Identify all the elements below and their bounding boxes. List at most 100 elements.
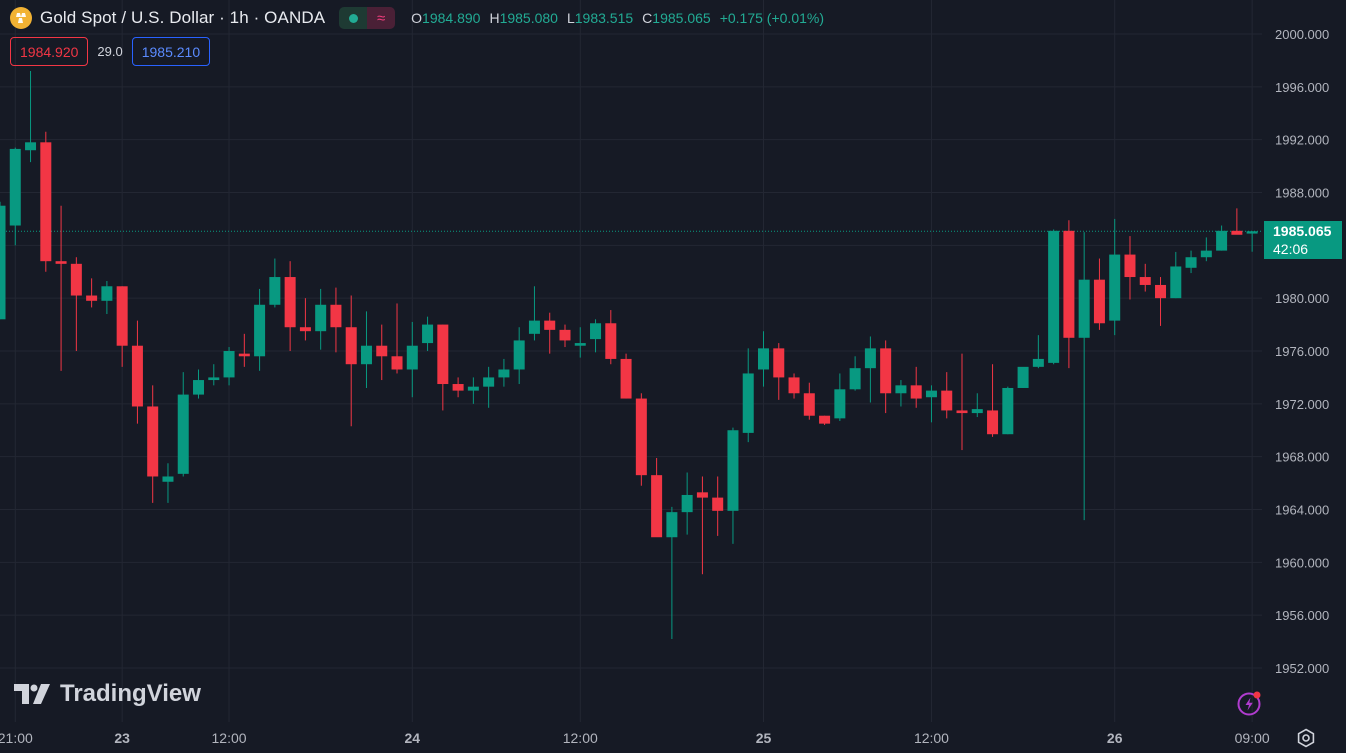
candle-body[interactable] (1139, 277, 1151, 285)
candle-body[interactable] (391, 356, 403, 370)
y-tick-label: 1968.000 (1275, 450, 1329, 465)
candle-body[interactable] (483, 377, 495, 387)
candle-body[interactable] (819, 415, 831, 424)
candle-body[interactable] (452, 384, 464, 391)
candle-body[interactable] (758, 348, 769, 370)
candle-body[interactable] (116, 286, 128, 346)
candle-body[interactable] (223, 351, 235, 378)
candle-body[interactable] (651, 475, 663, 538)
candle-body[interactable] (971, 409, 983, 414)
last-price-label: 1985.065 42:06 (1264, 221, 1342, 259)
candle-body[interactable] (147, 406, 159, 477)
gear-icon[interactable] (1295, 727, 1317, 749)
candle-body[interactable] (925, 390, 937, 398)
candle-body[interactable] (0, 205, 6, 320)
candle-body[interactable] (498, 369, 510, 378)
candle-body[interactable] (162, 476, 174, 482)
candle-body[interactable] (635, 398, 647, 476)
candle-body[interactable] (910, 385, 922, 399)
candle-body[interactable] (437, 324, 449, 385)
candle-body[interactable] (467, 386, 479, 391)
candle-body[interactable] (803, 393, 815, 416)
market-status[interactable]: ≈ (339, 7, 396, 29)
y-tick-label: 1996.000 (1275, 80, 1329, 95)
candle-body[interactable] (1185, 257, 1197, 268)
candle-body[interactable] (193, 380, 205, 395)
candle-body[interactable] (1109, 254, 1121, 321)
candle-body[interactable] (681, 494, 693, 513)
candle-body[interactable] (1231, 230, 1243, 235)
candle-body[interactable] (315, 304, 327, 332)
candle-body[interactable] (1200, 250, 1212, 258)
symbol-title[interactable]: Gold Spot / U.S. Dollar · 1h · OANDA (40, 8, 326, 27)
time-scale[interactable] (0, 722, 1262, 753)
candle-body[interactable] (70, 263, 82, 296)
candle-body[interactable] (559, 329, 571, 341)
price-scale[interactable] (1262, 0, 1346, 753)
candle-body[interactable] (528, 320, 540, 334)
candle-body[interactable] (177, 394, 189, 474)
candle-body[interactable] (1032, 358, 1044, 367)
candle-body[interactable] (1155, 284, 1167, 299)
candle-body[interactable] (360, 345, 372, 365)
x-tick-label: 23 (114, 730, 130, 746)
candle-body[interactable] (1124, 254, 1136, 278)
ohlc-values: O1984.890 H1985.080 L1983.515 C1985.065 … (411, 10, 824, 26)
candle-body[interactable] (40, 142, 52, 262)
candle-body[interactable] (254, 304, 266, 357)
candle-body[interactable] (574, 343, 586, 346)
candle-body[interactable] (101, 286, 113, 301)
candle-body[interactable] (895, 385, 907, 394)
candle-body[interactable] (330, 304, 342, 328)
candle-body[interactable] (131, 345, 143, 407)
candle-body[interactable] (238, 353, 250, 357)
candle-body[interactable] (513, 340, 525, 370)
candle-body[interactable] (1002, 387, 1014, 435)
candle-body[interactable] (773, 348, 785, 378)
candle-body[interactable] (422, 324, 434, 344)
candle-body[interactable] (9, 148, 21, 226)
candle-body[interactable] (1017, 366, 1029, 388)
candle-body[interactable] (727, 430, 739, 511)
candle-body[interactable] (55, 261, 67, 264)
candle-body[interactable] (544, 320, 556, 330)
candle-body[interactable] (1093, 279, 1105, 324)
candle-body[interactable] (880, 348, 892, 394)
candle-body[interactable] (712, 497, 724, 511)
tradingview-logo[interactable]: TradingView (14, 680, 201, 708)
candle-body[interactable] (742, 373, 754, 433)
candle-body[interactable] (864, 348, 876, 369)
candle-body[interactable] (86, 295, 98, 301)
candle-body[interactable] (987, 410, 999, 435)
candle-body[interactable] (696, 492, 708, 498)
candle-body[interactable] (208, 377, 220, 381)
candle-body[interactable] (1063, 230, 1075, 338)
candle-body[interactable] (941, 390, 953, 411)
candle-body[interactable] (620, 358, 632, 399)
candle-body[interactable] (849, 368, 861, 390)
candle-body[interactable] (1048, 230, 1060, 363)
candle-body[interactable] (1216, 230, 1228, 251)
flash-icon[interactable] (1236, 690, 1262, 716)
candle-body[interactable] (666, 512, 678, 538)
candle-body[interactable] (956, 410, 968, 414)
candle-body[interactable] (788, 377, 800, 394)
buy-button[interactable]: 1985.210 (131, 37, 211, 66)
candle-body[interactable] (834, 389, 846, 419)
candle-body[interactable] (1246, 231, 1258, 234)
candle-body[interactable] (25, 142, 37, 151)
candle-body[interactable] (590, 323, 602, 340)
high-label: H (489, 10, 500, 26)
candle-body[interactable] (605, 323, 617, 359)
candle-body[interactable] (376, 345, 388, 357)
candle-body[interactable] (345, 327, 357, 365)
candle-body[interactable] (299, 327, 311, 332)
candle-body[interactable] (284, 277, 296, 328)
x-tick-label: 09:00 (1235, 730, 1270, 746)
candle-body[interactable] (1170, 266, 1182, 299)
candle-body[interactable] (1078, 279, 1090, 338)
candle-body[interactable] (406, 345, 418, 370)
candle-body[interactable] (269, 277, 281, 305)
sell-button[interactable]: 1984.920 (10, 37, 89, 66)
